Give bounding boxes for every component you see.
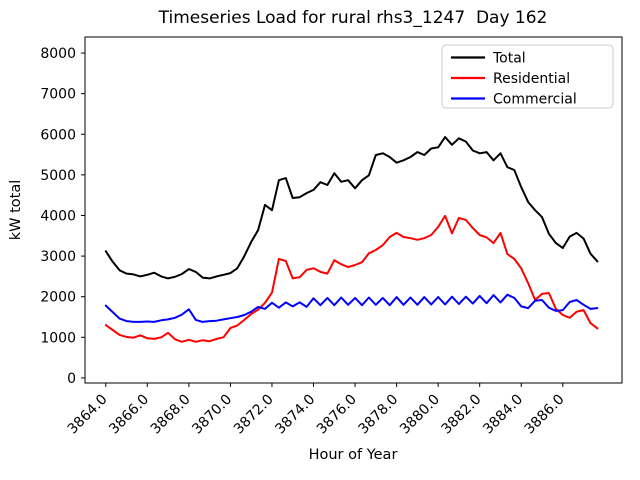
y-axis-ticks: 0 1000 2000 3000 4000 5000 6000 7000 8000 bbox=[40, 46, 85, 387]
chart-title: Timeseries Load for rural rhs3_1247 Day … bbox=[158, 8, 548, 28]
y-tick-label: 6000 bbox=[40, 127, 76, 143]
y-tick-label: 7000 bbox=[40, 87, 76, 103]
x-tick-label: 3886.0 bbox=[522, 392, 568, 438]
x-tick-label: 3874.0 bbox=[272, 392, 318, 438]
series-line-commercial bbox=[104, 293, 599, 323]
x-axis-label: Hour of Year bbox=[308, 447, 398, 463]
legend-label-residential: Residential bbox=[493, 71, 570, 87]
y-axis-label: kW total bbox=[8, 179, 24, 241]
legend-label-commercial: Commercial bbox=[493, 92, 577, 108]
y-tick-label: 1000 bbox=[40, 330, 76, 346]
y-tick-label: 2000 bbox=[40, 290, 76, 306]
legend-label-total: Total bbox=[492, 51, 526, 67]
y-tick-label: 3000 bbox=[40, 249, 76, 265]
x-tick-label: 3880.0 bbox=[397, 392, 443, 438]
plot-area-border bbox=[84, 36, 623, 384]
series-lines bbox=[104, 136, 599, 343]
series-line-total bbox=[104, 136, 599, 280]
x-tick-label: 3882.0 bbox=[439, 392, 485, 438]
x-tick-label: 3866.0 bbox=[106, 392, 152, 438]
y-tick-label: 0 bbox=[67, 371, 76, 387]
x-tick-label: 3870.0 bbox=[189, 392, 235, 438]
legend-box bbox=[441, 44, 614, 109]
y-tick-label: 4000 bbox=[40, 208, 76, 224]
y-tick-label: 5000 bbox=[40, 168, 76, 184]
series-line-residential bbox=[104, 214, 599, 343]
x-tick-label: 3872.0 bbox=[231, 392, 277, 438]
x-tick-label: 3868.0 bbox=[148, 392, 194, 438]
x-tick-label: 3876.0 bbox=[314, 392, 360, 438]
x-tick-label: 3884.0 bbox=[480, 392, 526, 438]
legend: Total Residential Commercial bbox=[441, 44, 614, 109]
x-tick-label: 3878.0 bbox=[355, 392, 401, 438]
y-tick-label: 8000 bbox=[40, 46, 76, 62]
x-tick-label: 3864.0 bbox=[65, 392, 111, 438]
x-axis-ticks: 3864.03866.03868.03870.03872.03874.03876… bbox=[65, 383, 568, 437]
